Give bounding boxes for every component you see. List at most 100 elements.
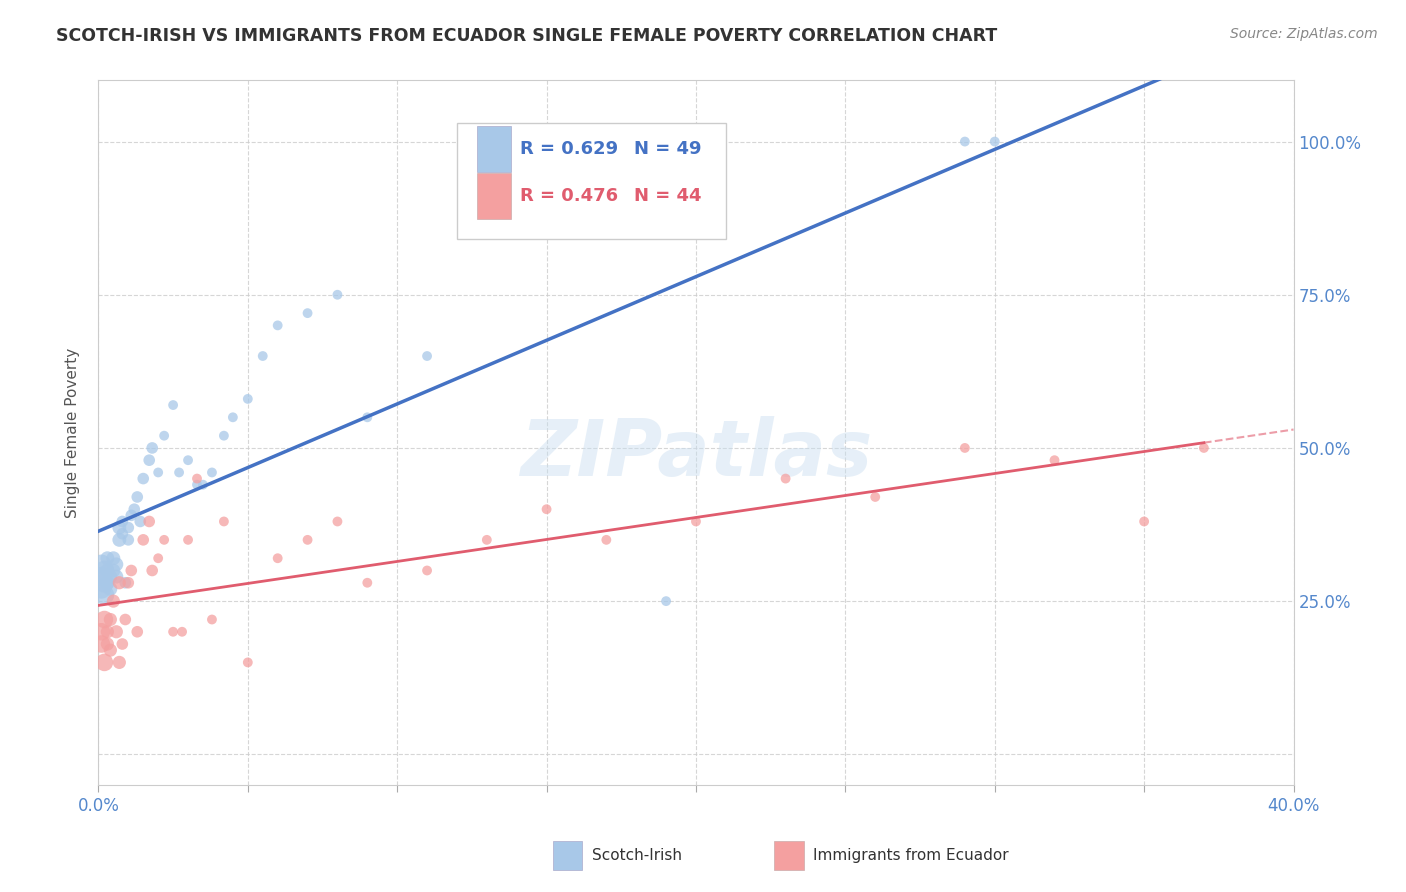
Point bbox=[865, 490, 887, 504]
Point bbox=[103, 564, 125, 578]
Point bbox=[138, 515, 160, 529]
Point bbox=[536, 502, 558, 516]
Point bbox=[141, 441, 163, 455]
Point bbox=[1192, 441, 1215, 455]
Text: R = 0.629: R = 0.629 bbox=[520, 140, 619, 158]
Point bbox=[117, 575, 139, 590]
Point bbox=[655, 594, 678, 608]
Point bbox=[96, 564, 118, 578]
FancyBboxPatch shape bbox=[457, 122, 725, 239]
Point bbox=[93, 575, 115, 590]
Point bbox=[236, 656, 259, 670]
Point bbox=[148, 466, 170, 480]
Point bbox=[153, 428, 176, 442]
Point bbox=[98, 582, 122, 596]
Point bbox=[90, 569, 112, 583]
FancyBboxPatch shape bbox=[477, 173, 510, 219]
Point bbox=[105, 624, 128, 639]
Point bbox=[416, 564, 439, 578]
Point bbox=[201, 613, 224, 627]
Point bbox=[98, 643, 122, 657]
Point bbox=[252, 349, 274, 363]
Text: SCOTCH-IRISH VS IMMIGRANTS FROM ECUADOR SINGLE FEMALE POVERTY CORRELATION CHART: SCOTCH-IRISH VS IMMIGRANTS FROM ECUADOR … bbox=[56, 27, 997, 45]
Point bbox=[103, 594, 125, 608]
Point bbox=[167, 466, 190, 480]
Text: N = 44: N = 44 bbox=[634, 186, 702, 204]
Point bbox=[90, 624, 112, 639]
Point bbox=[111, 637, 134, 651]
Point bbox=[93, 656, 115, 670]
Point bbox=[148, 551, 170, 566]
Point bbox=[111, 515, 134, 529]
Text: N = 49: N = 49 bbox=[634, 140, 702, 158]
Point bbox=[186, 477, 208, 491]
Point bbox=[90, 637, 112, 651]
Point bbox=[96, 575, 118, 590]
Point bbox=[129, 515, 152, 529]
Point bbox=[132, 533, 155, 547]
Y-axis label: Single Female Poverty: Single Female Poverty bbox=[65, 348, 80, 517]
Point bbox=[685, 515, 707, 529]
Point bbox=[186, 472, 208, 486]
Point bbox=[236, 392, 259, 406]
Point bbox=[93, 613, 115, 627]
Point bbox=[153, 533, 176, 547]
Point bbox=[953, 441, 976, 455]
Point bbox=[177, 533, 200, 547]
Point bbox=[326, 515, 349, 529]
Point bbox=[124, 502, 146, 516]
Point bbox=[1133, 515, 1156, 529]
Point bbox=[416, 349, 439, 363]
Point bbox=[222, 410, 245, 425]
Point bbox=[120, 508, 142, 523]
Point bbox=[177, 453, 200, 467]
Point bbox=[297, 306, 319, 320]
Point bbox=[108, 520, 131, 534]
Point bbox=[127, 490, 149, 504]
FancyBboxPatch shape bbox=[773, 841, 804, 870]
Point bbox=[103, 551, 125, 566]
Point bbox=[108, 575, 131, 590]
Point bbox=[90, 582, 112, 596]
Point bbox=[953, 135, 976, 149]
Point bbox=[141, 564, 163, 578]
Point bbox=[775, 472, 797, 486]
Point bbox=[1043, 453, 1066, 467]
Text: Scotch-Irish: Scotch-Irish bbox=[592, 848, 682, 863]
Point bbox=[267, 318, 290, 333]
Point bbox=[267, 551, 290, 566]
Point bbox=[98, 569, 122, 583]
Point bbox=[120, 564, 142, 578]
Point bbox=[475, 533, 498, 547]
Text: ZIPatlas: ZIPatlas bbox=[520, 416, 872, 491]
Point bbox=[111, 526, 134, 541]
Point bbox=[105, 558, 128, 572]
Point bbox=[90, 558, 112, 572]
FancyBboxPatch shape bbox=[553, 841, 582, 870]
Point bbox=[191, 477, 214, 491]
Point bbox=[138, 453, 160, 467]
Point bbox=[105, 569, 128, 583]
Point bbox=[356, 410, 378, 425]
Point bbox=[595, 533, 617, 547]
Point bbox=[117, 533, 139, 547]
Point bbox=[93, 588, 115, 602]
Point bbox=[162, 624, 184, 639]
Point bbox=[96, 637, 118, 651]
Point bbox=[114, 575, 136, 590]
Point bbox=[212, 515, 235, 529]
Point bbox=[93, 564, 115, 578]
Text: Source: ZipAtlas.com: Source: ZipAtlas.com bbox=[1230, 27, 1378, 41]
Point bbox=[98, 613, 122, 627]
Point bbox=[132, 472, 155, 486]
Point bbox=[114, 613, 136, 627]
Point bbox=[326, 287, 349, 301]
Point bbox=[201, 466, 224, 480]
Point bbox=[127, 624, 149, 639]
Point bbox=[108, 656, 131, 670]
FancyBboxPatch shape bbox=[477, 126, 510, 172]
Point bbox=[297, 533, 319, 547]
Point bbox=[984, 135, 1007, 149]
Point bbox=[356, 575, 378, 590]
Point bbox=[212, 428, 235, 442]
